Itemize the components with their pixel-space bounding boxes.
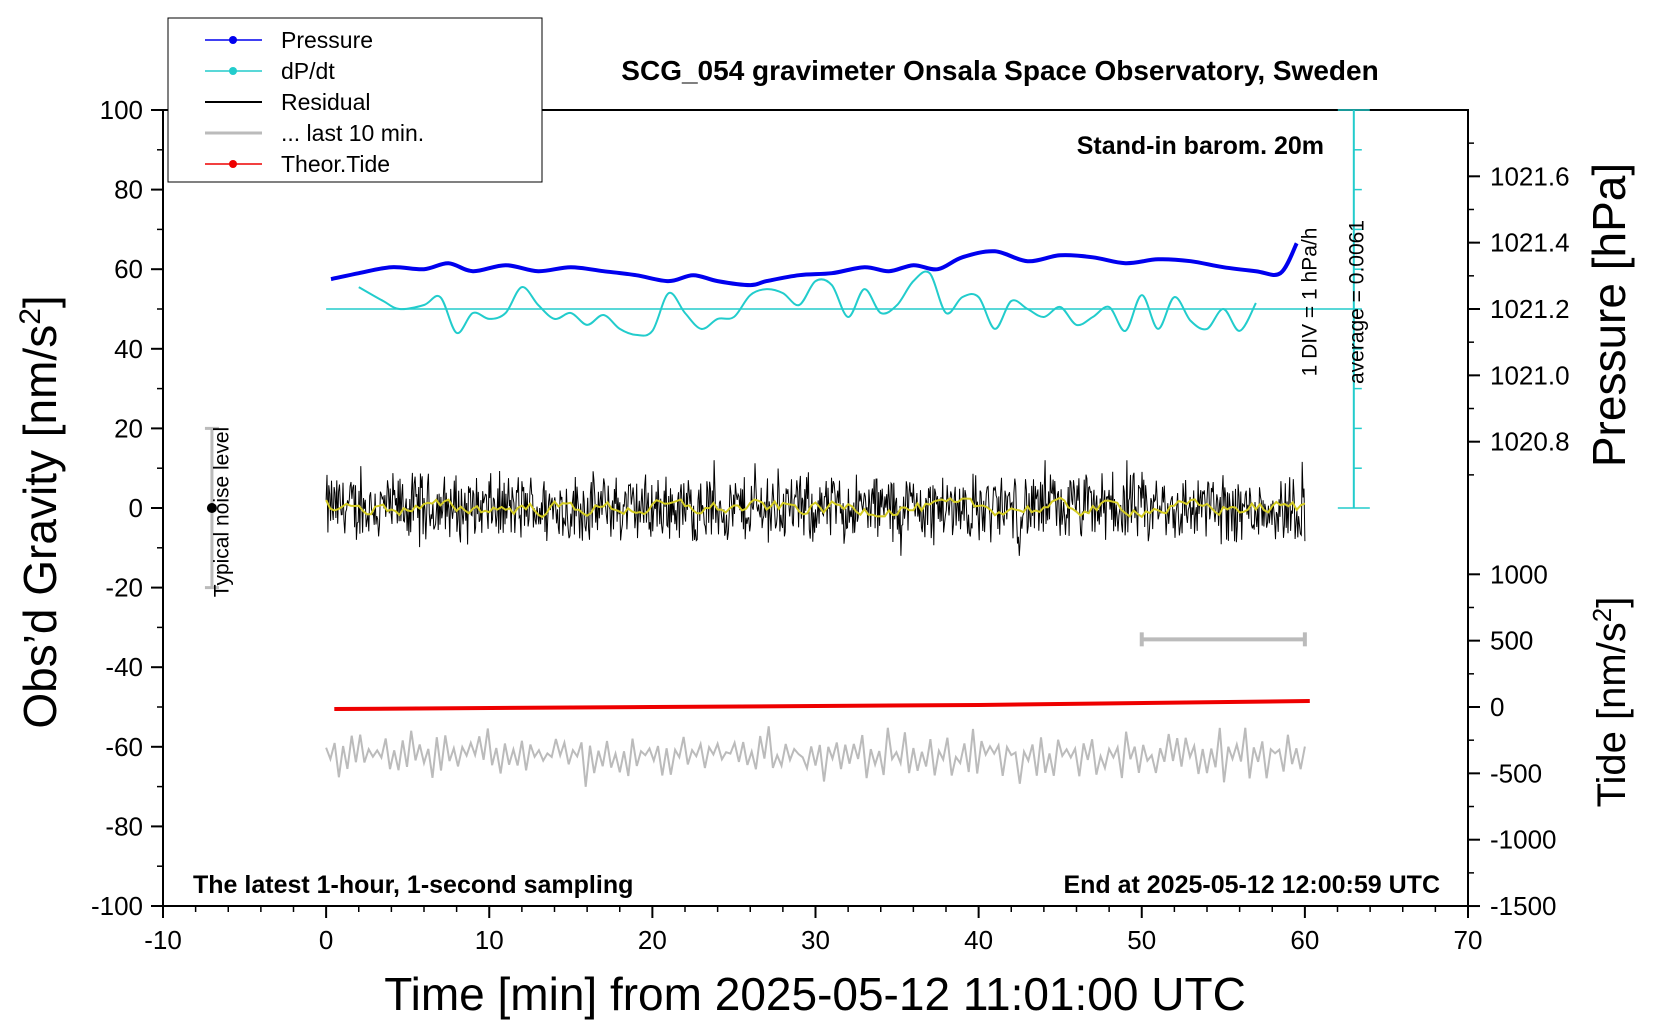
- pressure-tick-label: 1020.8: [1490, 427, 1570, 457]
- x-tick-label: 0: [319, 925, 333, 955]
- legend-label: Theor.Tide: [281, 151, 390, 177]
- chart-title: SCG_054 gravimeter Onsala Space Observat…: [621, 55, 1378, 86]
- x-tick-label: 70: [1454, 925, 1483, 955]
- y-left-tick-label: -60: [105, 732, 143, 762]
- average-note: average = 0.0061: [1346, 220, 1369, 384]
- legend-marker: [229, 160, 237, 168]
- legend-marker: [229, 67, 237, 75]
- legend-label: dP/dt: [281, 58, 335, 84]
- pressure-tick-label: 1021.6: [1490, 161, 1570, 191]
- y-axis-left-label-main: Obs’d Gravity [nm/s: [14, 325, 66, 729]
- y-left-tick-label: -20: [105, 573, 143, 603]
- pressure-axis-label: Pressure [hPa]: [1583, 163, 1635, 467]
- tide-tick-label: -500: [1490, 758, 1542, 788]
- tide-axis-label-end: ]: [1590, 597, 1634, 608]
- x-tick-label: 50: [1127, 925, 1156, 955]
- tide-tick-label: 0: [1490, 692, 1504, 722]
- tide-tick-label: -1500: [1490, 891, 1557, 921]
- pressure-tick-label: 1021.0: [1490, 360, 1570, 390]
- tide-tick-label: 1000: [1490, 559, 1548, 589]
- theor-tide-line: [334, 699, 1310, 711]
- noise-level-note: Typical noise level: [210, 427, 233, 597]
- legend-box: [167, 17, 543, 183]
- y-left-tick-label: -100: [91, 891, 143, 921]
- legend: Pressure dP/dt Residual ... last 10 min. The…: [167, 17, 543, 183]
- y-axis-left-label-sup: 2: [14, 308, 47, 325]
- x-axis-label: Time [min] from 2025-05-12 11:01:00 UTC: [384, 968, 1246, 1020]
- pressure-tick-label: 1021.2: [1490, 294, 1570, 324]
- y-axis-left-label: Obs’d Gravity [nm/s2]: [14, 295, 66, 728]
- legend-label: Residual: [281, 89, 371, 115]
- noise-bar-dot: [206, 503, 217, 513]
- pressure-line: [330, 242, 1299, 288]
- last-10-min-line: [325, 726, 1306, 787]
- residual-line: [325, 460, 1306, 556]
- tide-tick-label: 500: [1490, 626, 1533, 656]
- x-tick-label: 40: [964, 925, 993, 955]
- y-left-tick-label: 80: [114, 175, 143, 205]
- y-left-tick-label: -80: [105, 811, 143, 841]
- div-scale-note: 1 DIV = 1 hPa/h: [1298, 228, 1321, 377]
- x-tick-label: 30: [801, 925, 830, 955]
- y-left-tick-label: 20: [114, 413, 143, 443]
- x-tick-label: -10: [144, 925, 182, 955]
- legend-label: ... last 10 min.: [281, 120, 424, 146]
- tide-axis-label-sup: 2: [1587, 608, 1617, 622]
- y-left-tick-label: -40: [105, 652, 143, 682]
- tide-tick-label: -1000: [1490, 825, 1557, 855]
- y-left-tick-label: 100: [100, 95, 143, 125]
- y-left-tick-label: 0: [129, 493, 143, 523]
- x-tick-label: 60: [1290, 925, 1319, 955]
- axes-layer: -10 0 10 20 30 40 50 60 70-100-80-60-40-20020406…: [91, 95, 1570, 955]
- footer-right-note: End at 2025-05-12 12:00:59 UTC: [1063, 871, 1440, 899]
- tide-axis-label: Tide [nm/s2]: [1587, 597, 1634, 808]
- pressure-tick-label: 1021.4: [1490, 228, 1570, 258]
- legend-items: Pressure dP/dt Residual ... last 10 min. The…: [205, 27, 424, 177]
- barometer-note: Stand-in barom. 20m: [1077, 132, 1324, 160]
- series-layer: [204, 109, 1370, 787]
- legend-marker: [229, 36, 237, 44]
- y-axis-left-label-end: ]: [14, 295, 66, 308]
- dpdt-line: [358, 270, 1257, 337]
- legend-label: Pressure: [281, 27, 373, 53]
- tide-axis-label-main: Tide [nm/s: [1590, 622, 1634, 807]
- x-tick-label: 20: [638, 925, 667, 955]
- footer-left-note: The latest 1-hour, 1-second sampling: [193, 871, 633, 899]
- x-tick-label: 10: [475, 925, 504, 955]
- y-left-tick-label: 40: [114, 334, 143, 364]
- residual-smoothed-line: [325, 496, 1306, 519]
- y-left-tick-label: 60: [114, 254, 143, 284]
